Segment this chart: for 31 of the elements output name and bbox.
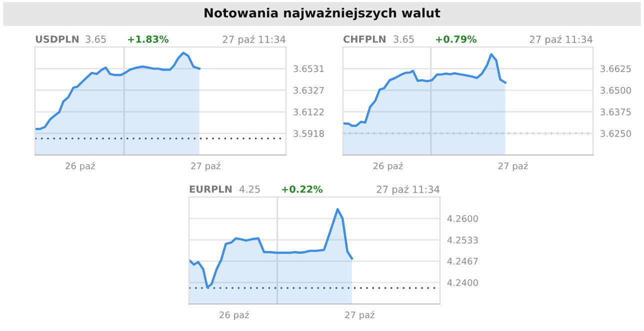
text: Notowania najważniejszych walut [204, 8, 440, 20]
y-tick-label: 3.6500 [600, 86, 631, 94]
text: 4.25 [239, 185, 260, 193]
x-tick-label: 26 paź [373, 162, 403, 172]
text: +1.83% [128, 35, 169, 43]
y-tick-label: 3.6250 [600, 130, 631, 137]
text: 3.65 [394, 35, 414, 43]
y-tick-label: 3.6625 [600, 65, 631, 72]
text: 27 paź 11:34 [222, 35, 286, 45]
y-tick-label: 4.2533 [447, 236, 478, 244]
y-tick-label: 3.6375 [600, 108, 631, 116]
y-tick-label: 4.2400 [447, 279, 478, 286]
x-tick-label: 26 paź [220, 310, 249, 320]
chart-title: CHFPLN [343, 35, 386, 43]
text: +0.22% [282, 185, 323, 193]
chart-title: USDPLN [36, 35, 79, 43]
y-tick-label: 4.2467 [447, 258, 478, 265]
text: +0.79% [436, 35, 477, 43]
x-tick-label: 27 paź [191, 162, 220, 172]
y-tick-label: 3.6327 [294, 86, 324, 94]
y-tick-label: 3.6531 [294, 65, 324, 72]
x-tick-label: 27 paź [498, 162, 528, 172]
y-tick-label: 4.2600 [447, 215, 478, 222]
x-tick-label: 26 paź [66, 162, 95, 172]
y-tick-label: 3.6122 [294, 108, 324, 116]
chart-title: EURPLN [190, 186, 232, 193]
y-tick-label: 3.5918 [294, 130, 324, 137]
text: 27 paź 11:34 [376, 185, 440, 195]
x-tick-label: 27 paź [345, 310, 374, 320]
text: 3.65 [86, 35, 106, 43]
text: 27 paź 11:34 [530, 35, 592, 45]
